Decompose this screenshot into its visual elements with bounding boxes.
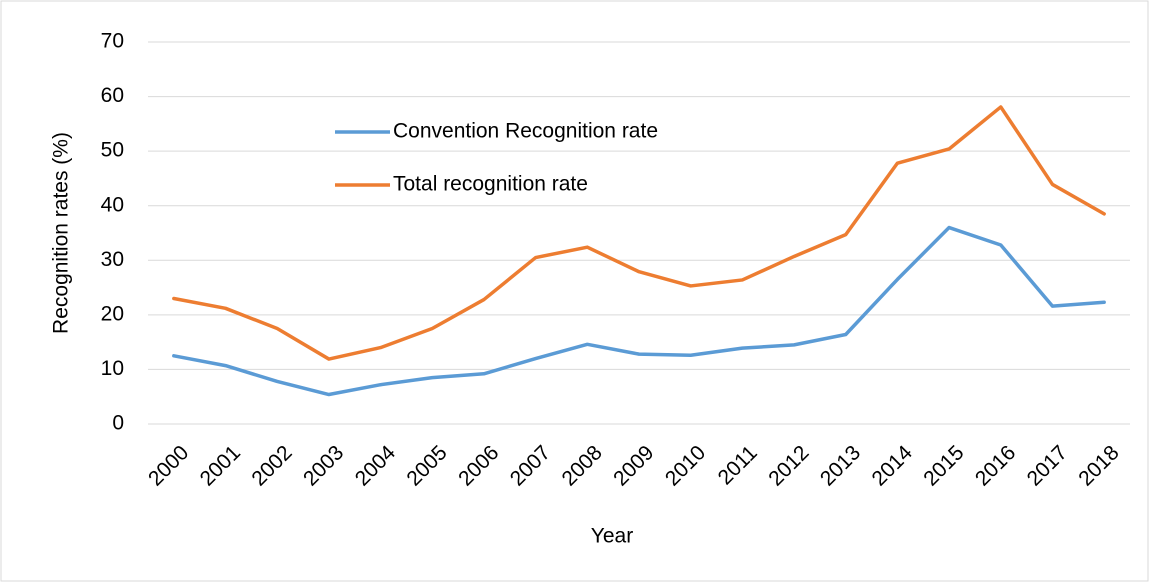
y-tick-label: 40 [101, 193, 124, 216]
data-line [172, 105, 1106, 361]
y-tick-label: 10 [101, 357, 124, 380]
legend-label: Convention Recognition rate [393, 120, 658, 143]
y-tick-label: 60 [101, 84, 124, 107]
y-tick-label: 20 [101, 302, 124, 325]
y-tick-label: 30 [101, 248, 124, 271]
legend-label: Total recognition rate [393, 173, 588, 196]
y-tick-label: 70 [101, 30, 124, 53]
data-line [172, 225, 1106, 397]
y-axis-label: Recognition rates (%) [50, 132, 73, 334]
x-axis-label: Year [591, 525, 633, 548]
y-tick-label: 0 [112, 412, 124, 435]
y-tick-label: 50 [101, 139, 124, 162]
